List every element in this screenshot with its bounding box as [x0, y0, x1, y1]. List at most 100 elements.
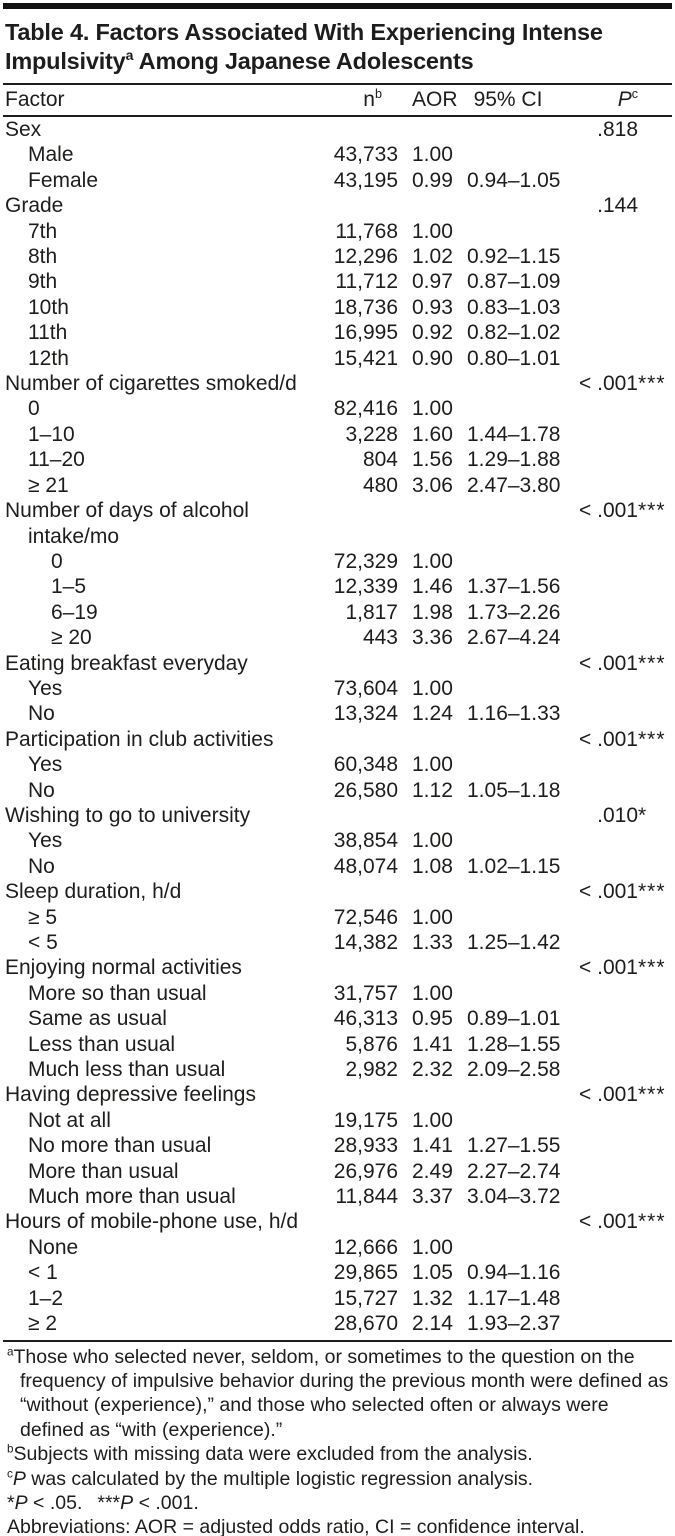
- n-cell: 12,296: [333, 245, 398, 269]
- factor-cell: Yes: [28, 676, 63, 700]
- ci-cell: 2.09–2.58: [467, 1058, 561, 1082]
- factor-cell: 6–19: [51, 600, 98, 624]
- p-value: < .001: [579, 372, 638, 396]
- factor-cell: 1–2: [28, 1286, 64, 1310]
- p-value: < .001: [579, 499, 638, 523]
- ci-cell: 0.92–1.15: [467, 245, 561, 269]
- p-value: .818: [597, 118, 638, 141]
- p-cell: [560, 320, 672, 345]
- n-cell: [325, 651, 398, 676]
- ci-cell: [456, 142, 560, 167]
- n-cell: 43,195: [333, 168, 398, 192]
- aor-cell: [398, 524, 456, 549]
- aor-cell: 1.12: [412, 778, 453, 802]
- factor-cell: Eating breakfast everyday: [5, 651, 248, 675]
- p-cell: [560, 295, 672, 320]
- table-row: Eating breakfast everyday < .001***: [3, 651, 672, 676]
- p-cell: [560, 1032, 672, 1057]
- table-row: Enjoying normal activities < .001***: [3, 955, 672, 980]
- factor-cell: Male: [28, 143, 74, 167]
- n-cell: 60,348: [333, 753, 398, 777]
- top-rule: [3, 3, 672, 9]
- aor-cell: 0.92: [412, 321, 453, 345]
- table-row: None 12,666 1.00: [3, 1235, 672, 1260]
- ci-cell: 0.83–1.03: [467, 295, 561, 319]
- footnote-c: cP was calculated by the multiple logist…: [7, 1467, 534, 1490]
- p-value: < .001: [579, 727, 638, 751]
- n-cell: [325, 727, 398, 752]
- n-cell: 26,580: [333, 778, 398, 802]
- table-row: 11th 16,995 0.92 0.82–1.02: [3, 320, 672, 345]
- table-row: Same as usual 46,313 0.95 0.89–1.01: [3, 1006, 672, 1031]
- ci-cell: [456, 676, 560, 701]
- ci-cell: [456, 193, 560, 218]
- n-cell: 14,382: [333, 931, 398, 954]
- n-cell: 28,933: [333, 1134, 398, 1158]
- n-cell: [325, 371, 398, 396]
- column-header-factor: Factor: [3, 85, 325, 117]
- table-row: Wishing to go to university .010*: [3, 803, 672, 828]
- significance-stars: *: [638, 803, 648, 827]
- factor-cell: Female: [28, 168, 99, 192]
- n-cell: 72,329: [333, 549, 398, 573]
- p-cell: [560, 854, 672, 879]
- n-cell: 13,324: [333, 702, 398, 726]
- factor-cell: 1–5: [51, 575, 87, 599]
- factor-cell: < 5: [28, 931, 58, 954]
- factor-cell: Much less than usual: [28, 1058, 226, 1082]
- p-value: < .001: [579, 880, 638, 904]
- factors-table: Factor nb AOR 95% CI Pc Sex .818 Male 43…: [3, 85, 672, 1337]
- p-cell: [560, 219, 672, 244]
- p-value: .144: [597, 194, 638, 218]
- aor-cell: 1.00: [412, 676, 453, 700]
- p-cell: [560, 447, 672, 472]
- ci-cell: 1.37–1.56: [467, 575, 561, 599]
- p-cell: [560, 905, 672, 930]
- p-value: .010: [597, 803, 638, 827]
- p-cell: [560, 1311, 672, 1336]
- significance-stars: ***: [638, 727, 666, 751]
- footnote-b: bSubjects with missing data were exclude…: [7, 1442, 533, 1466]
- significance-stars: ***: [638, 372, 666, 396]
- table-row: Number of days of alcohol < .001***: [3, 498, 672, 523]
- factor-cell: < 1: [28, 1261, 58, 1285]
- ci-cell: [456, 1082, 560, 1107]
- p-cell: .010*: [560, 803, 672, 828]
- factor-cell: Sex: [5, 118, 42, 141]
- p-cell: [560, 168, 672, 193]
- aor-cell: 1.00: [412, 143, 453, 167]
- table-row: Male 43,733 1.00: [3, 142, 672, 167]
- footnote-a: aThose who selected never, seldom, or so…: [7, 1345, 669, 1441]
- aor-cell: 1.98: [412, 600, 453, 624]
- ci-cell: [456, 498, 560, 523]
- factor-cell: Number of days of alcohol: [5, 499, 249, 523]
- factor-cell: 1–10: [28, 422, 75, 446]
- p-value: < .001: [579, 651, 638, 675]
- table-row: Yes 60,348 1.00: [3, 752, 672, 777]
- factor-cell: intake/mo: [28, 524, 120, 548]
- n-cell: 15,421: [333, 346, 398, 370]
- significance-stars: ***: [638, 651, 666, 675]
- table-title-main: Table 4. Factors Associated With Experie…: [5, 19, 603, 74]
- aor-cell: 3.37: [412, 1185, 453, 1209]
- table-row: Yes 38,854 1.00: [3, 828, 672, 853]
- n-cell: 18,736: [333, 295, 398, 319]
- n-cell: [325, 1082, 398, 1107]
- aor-cell: 1.41: [412, 1032, 453, 1056]
- n-cell: 804: [362, 448, 398, 472]
- table-row: 12th 15,421 0.90 0.80–1.01: [3, 346, 672, 371]
- ci-cell: 1.05–1.18: [467, 778, 561, 802]
- table-row: No 13,324 1.24 1.16–1.33: [3, 701, 672, 726]
- n-cell: 443: [362, 626, 398, 650]
- p-cell: [560, 396, 672, 421]
- factor-cell: No: [28, 778, 55, 802]
- p-cell: [560, 422, 672, 447]
- n-cell: 5,876: [345, 1032, 398, 1056]
- ci-cell: 0.87–1.09: [467, 270, 561, 294]
- ci-cell: 3.04–3.72: [467, 1185, 561, 1209]
- aor-cell: 1.56: [412, 448, 453, 472]
- n-cell: [325, 116, 398, 142]
- table-title: Table 4. Factors Associated With Experie…: [5, 18, 670, 76]
- aor-cell: 1.00: [412, 981, 453, 1005]
- p-cell: < .001***: [560, 727, 672, 752]
